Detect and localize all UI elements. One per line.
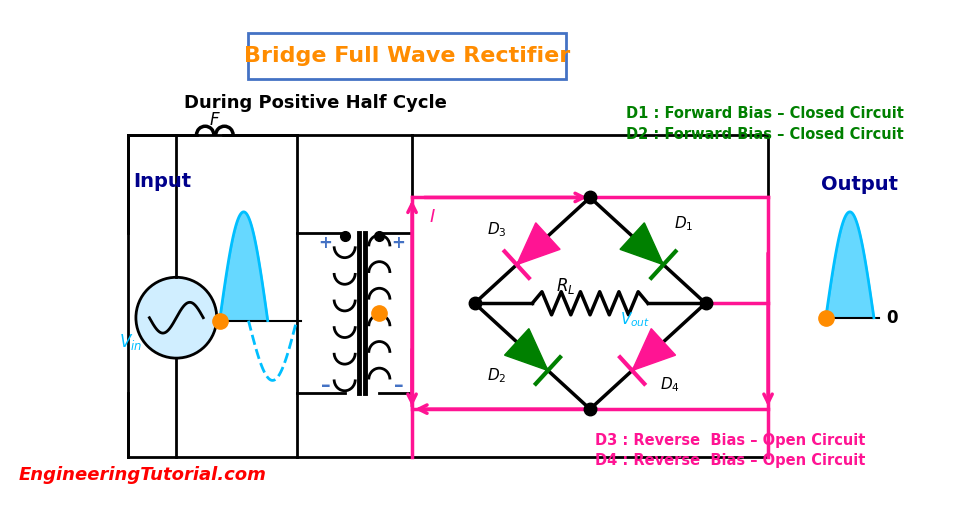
Text: 0: 0: [886, 309, 898, 327]
Text: EngineeringTutorial.com: EngineeringTutorial.com: [18, 466, 267, 484]
Text: $V_{in}$: $V_{in}$: [119, 332, 142, 352]
Text: $R_L$: $R_L$: [557, 276, 576, 296]
Circle shape: [136, 277, 217, 358]
Text: D4 : Reverse  Bias – Open Circuit: D4 : Reverse Bias – Open Circuit: [595, 453, 865, 468]
Text: –: –: [321, 376, 330, 394]
Text: $D_3$: $D_3$: [487, 220, 507, 239]
Text: Bridge Full Wave Rectifier: Bridge Full Wave Rectifier: [244, 46, 570, 66]
Text: $F$: $F$: [209, 112, 221, 129]
Text: $D_2$: $D_2$: [487, 366, 507, 385]
Polygon shape: [517, 223, 560, 265]
Polygon shape: [620, 223, 664, 265]
Text: D3 : Reverse  Bias – Open Circuit: D3 : Reverse Bias – Open Circuit: [595, 433, 865, 448]
FancyBboxPatch shape: [248, 33, 566, 79]
Text: $I$: $I$: [429, 208, 436, 226]
Text: $V_{out}$: $V_{out}$: [620, 310, 650, 329]
Polygon shape: [632, 329, 675, 371]
Text: During Positive Half Cycle: During Positive Half Cycle: [185, 94, 448, 112]
Text: $D_1$: $D_1$: [673, 214, 693, 233]
Text: +: +: [318, 234, 333, 252]
Text: Input: Input: [133, 172, 191, 190]
Text: –: –: [394, 376, 404, 394]
Text: D1 : Forward Bias – Closed Circuit: D1 : Forward Bias – Closed Circuit: [626, 106, 904, 121]
Text: $D_4$: $D_4$: [661, 376, 680, 394]
Polygon shape: [505, 329, 548, 371]
Text: D2 : Forward Bias – Closed Circuit: D2 : Forward Bias – Closed Circuit: [626, 127, 903, 142]
Text: Output: Output: [821, 175, 898, 195]
Text: +: +: [392, 234, 406, 252]
